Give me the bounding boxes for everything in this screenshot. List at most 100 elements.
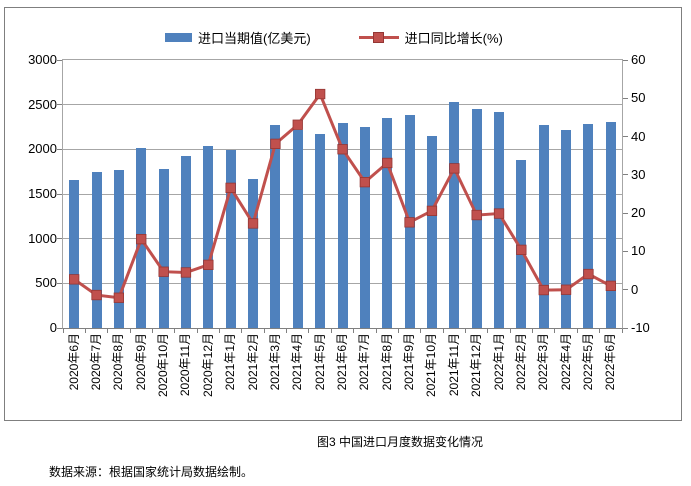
chart-legend: 进口当期值(亿美元) 进口同比增长(%) — [165, 28, 503, 47]
x-axis-tick — [129, 329, 131, 333]
x-axis-label: 2022年1月 — [491, 333, 506, 391]
bar — [494, 111, 505, 328]
figure-caption: 图3 中国进口月度数据变化情况 — [317, 435, 484, 449]
bar — [605, 121, 616, 328]
legend-item-import-value: 进口当期值(亿美元) — [165, 28, 311, 47]
bar — [91, 171, 102, 328]
x-axis-label: 2021年4月 — [290, 333, 305, 391]
x-axis-tick — [532, 329, 534, 333]
x-axis-label: 2020年11月 — [178, 333, 193, 397]
bar — [449, 102, 460, 328]
x-axis-tick — [174, 329, 176, 333]
data-source-note: 数据来源：根据国家统计局数据绘制。 — [49, 465, 254, 479]
bar — [315, 134, 326, 328]
bar — [225, 150, 236, 328]
line-marker — [538, 284, 549, 296]
x-axis-tick — [286, 329, 288, 333]
x-axis-label: 2022年4月 — [558, 333, 573, 391]
line-marker — [247, 218, 259, 229]
left-axis-tick — [57, 59, 62, 61]
line-marker — [91, 289, 102, 301]
x-axis-label: 2022年5月 — [580, 333, 595, 391]
right-axis-tick — [623, 289, 628, 291]
left-axis-tick — [57, 282, 62, 284]
legend-label-growth: 进口同比增长(%) — [404, 31, 503, 46]
y-axis-label-left: 2000 — [28, 141, 57, 157]
x-axis-label: 2021年9月 — [402, 333, 417, 391]
line-marker — [113, 292, 124, 303]
line-marker — [314, 88, 326, 100]
bar — [538, 125, 549, 328]
x-axis-tick — [241, 329, 243, 333]
x-axis-tick — [509, 329, 511, 333]
x-axis-label: 2021年5月 — [312, 333, 327, 391]
right-axis-tick — [623, 136, 628, 138]
x-axis-label: 2021年3月 — [267, 333, 282, 391]
x-axis-label: 2021年7月 — [357, 333, 372, 391]
growth-line-chart — [69, 88, 616, 303]
x-axis-label: 2021年12月 — [469, 333, 484, 398]
x-axis-tick — [330, 329, 332, 333]
x-axis-label: 2021年11月 — [446, 333, 461, 397]
y-axis-label-left: 2500 — [28, 96, 57, 112]
y-axis-label-right: 50 — [631, 90, 646, 106]
y-axis-label-right: 10 — [631, 243, 646, 259]
right-axis-tick — [623, 59, 628, 61]
x-axis-label: 2021年10月 — [424, 333, 439, 398]
y-axis-label-left: 500 — [35, 275, 57, 291]
line-marker — [180, 267, 192, 278]
x-axis-tick — [353, 329, 355, 333]
bar — [158, 168, 169, 328]
right-axis-tick — [623, 250, 628, 252]
x-axis-tick — [621, 329, 623, 333]
bar — [270, 125, 281, 328]
y-axis-label-right: -10 — [631, 320, 650, 335]
bar — [113, 169, 124, 328]
line-marker — [560, 284, 572, 295]
bar — [426, 135, 437, 328]
y-axis-label-right: 0 — [631, 281, 639, 297]
x-axis-tick — [84, 329, 86, 333]
line-marker — [158, 266, 169, 277]
line-marker — [69, 274, 80, 285]
left-axis-tick — [57, 148, 62, 150]
x-axis-tick — [62, 329, 64, 333]
x-axis-tick — [107, 329, 109, 333]
bar — [382, 117, 393, 328]
line-series-swatch-icon — [358, 32, 399, 43]
x-axis-tick — [263, 329, 265, 333]
x-axis-tick — [375, 329, 377, 333]
x-axis-label: 2022年6月 — [603, 333, 618, 391]
line-marker — [382, 157, 393, 169]
bar — [292, 130, 303, 328]
left-axis-tick — [57, 193, 62, 195]
x-axis-tick — [599, 329, 601, 333]
line-marker — [583, 268, 594, 280]
bar — [203, 145, 214, 328]
x-axis-label: 2020年12月 — [200, 333, 215, 398]
gridline — [63, 104, 622, 106]
y-axis-label-right: 60 — [631, 52, 646, 67]
legend-item-growth: 进口同比增长(%) — [358, 28, 503, 47]
line-marker — [359, 177, 371, 188]
line-marker — [605, 280, 616, 292]
x-axis-tick — [397, 329, 399, 333]
x-axis-label: 2022年2月 — [513, 333, 528, 391]
line-marker — [270, 138, 281, 149]
bar — [359, 126, 370, 328]
line-marker — [404, 217, 415, 228]
bar — [583, 124, 594, 328]
chart-area: 进口当期值(亿美元) 进口同比增长(%) 3000 2500 2000 1500 100… — [4, 7, 682, 421]
x-axis-label: 2020年9月 — [133, 333, 148, 391]
right-axis-tick — [623, 97, 628, 99]
line-swatch-marker — [372, 32, 384, 43]
x-axis-label: 2022年3月 — [536, 333, 551, 391]
right-axis-tick — [623, 174, 628, 176]
x-axis-label: 2020年8月 — [111, 333, 126, 391]
left-axis-tick — [57, 104, 62, 106]
bar — [516, 160, 527, 328]
x-axis-tick — [196, 329, 198, 333]
x-axis-tick — [554, 329, 556, 333]
left-axis-tick — [57, 238, 62, 240]
